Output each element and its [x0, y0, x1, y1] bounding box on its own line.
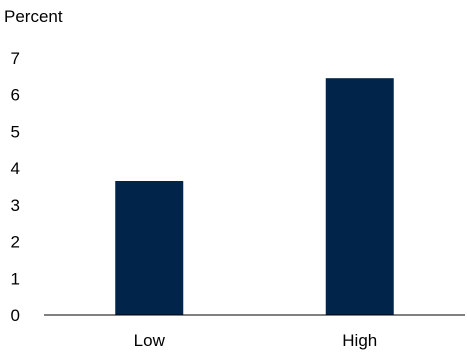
y-tick-label: 6 [11, 86, 20, 105]
bar-low [115, 180, 184, 315]
y-tick-label: 0 [11, 306, 20, 325]
y-tick-label: 2 [11, 233, 20, 252]
bar-high [325, 78, 394, 315]
y-tick-label: 7 [11, 49, 20, 68]
bars [115, 78, 394, 315]
x-axis-labels: Low High [134, 331, 378, 350]
y-axis-ticks: 0 1 2 3 4 5 6 7 [11, 49, 20, 325]
y-tick-label: 3 [11, 196, 20, 215]
x-tick-label-high: High [342, 331, 377, 350]
y-tick-label: 4 [11, 159, 20, 178]
y-tick-label: 1 [11, 269, 20, 288]
x-tick-label-low: Low [134, 331, 166, 350]
y-tick-label: 5 [11, 122, 20, 141]
y-axis-label: Percent [4, 7, 63, 26]
